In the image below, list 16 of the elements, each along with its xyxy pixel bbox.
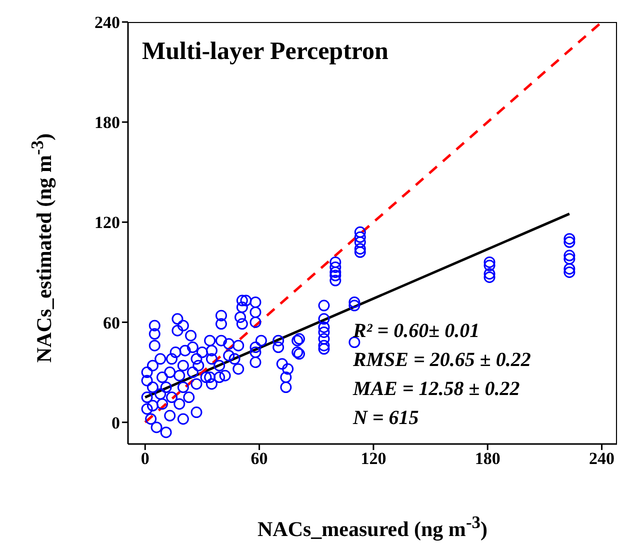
x-tick-label: 180: [474, 449, 500, 468]
y-tick-label: 180: [94, 113, 120, 132]
x-tick-label: 60: [250, 449, 268, 468]
text: Multi-layer Perceptron: [142, 38, 388, 66]
y-tick-label: 60: [103, 313, 120, 332]
x-tick-label: 120: [360, 449, 386, 468]
y-tick-label: 240: [94, 13, 120, 32]
x-tick-label: 0: [140, 449, 150, 468]
x-axis-title: NACs_measured (ng m$^{-3}$): [256, 512, 489, 542]
x-tick-label: 240: [589, 449, 615, 468]
annotation: RMSE = 20.65 ± 0.22: [352, 348, 531, 374]
annotation: MAE = 12.58 ± 0.22: [352, 377, 521, 402]
annotation: N = 615: [352, 406, 420, 432]
y-tick-label: 0: [112, 413, 120, 432]
annotation: R² = 0.60± 0.01: [352, 319, 481, 344]
y-tick-label: 120: [94, 213, 120, 232]
